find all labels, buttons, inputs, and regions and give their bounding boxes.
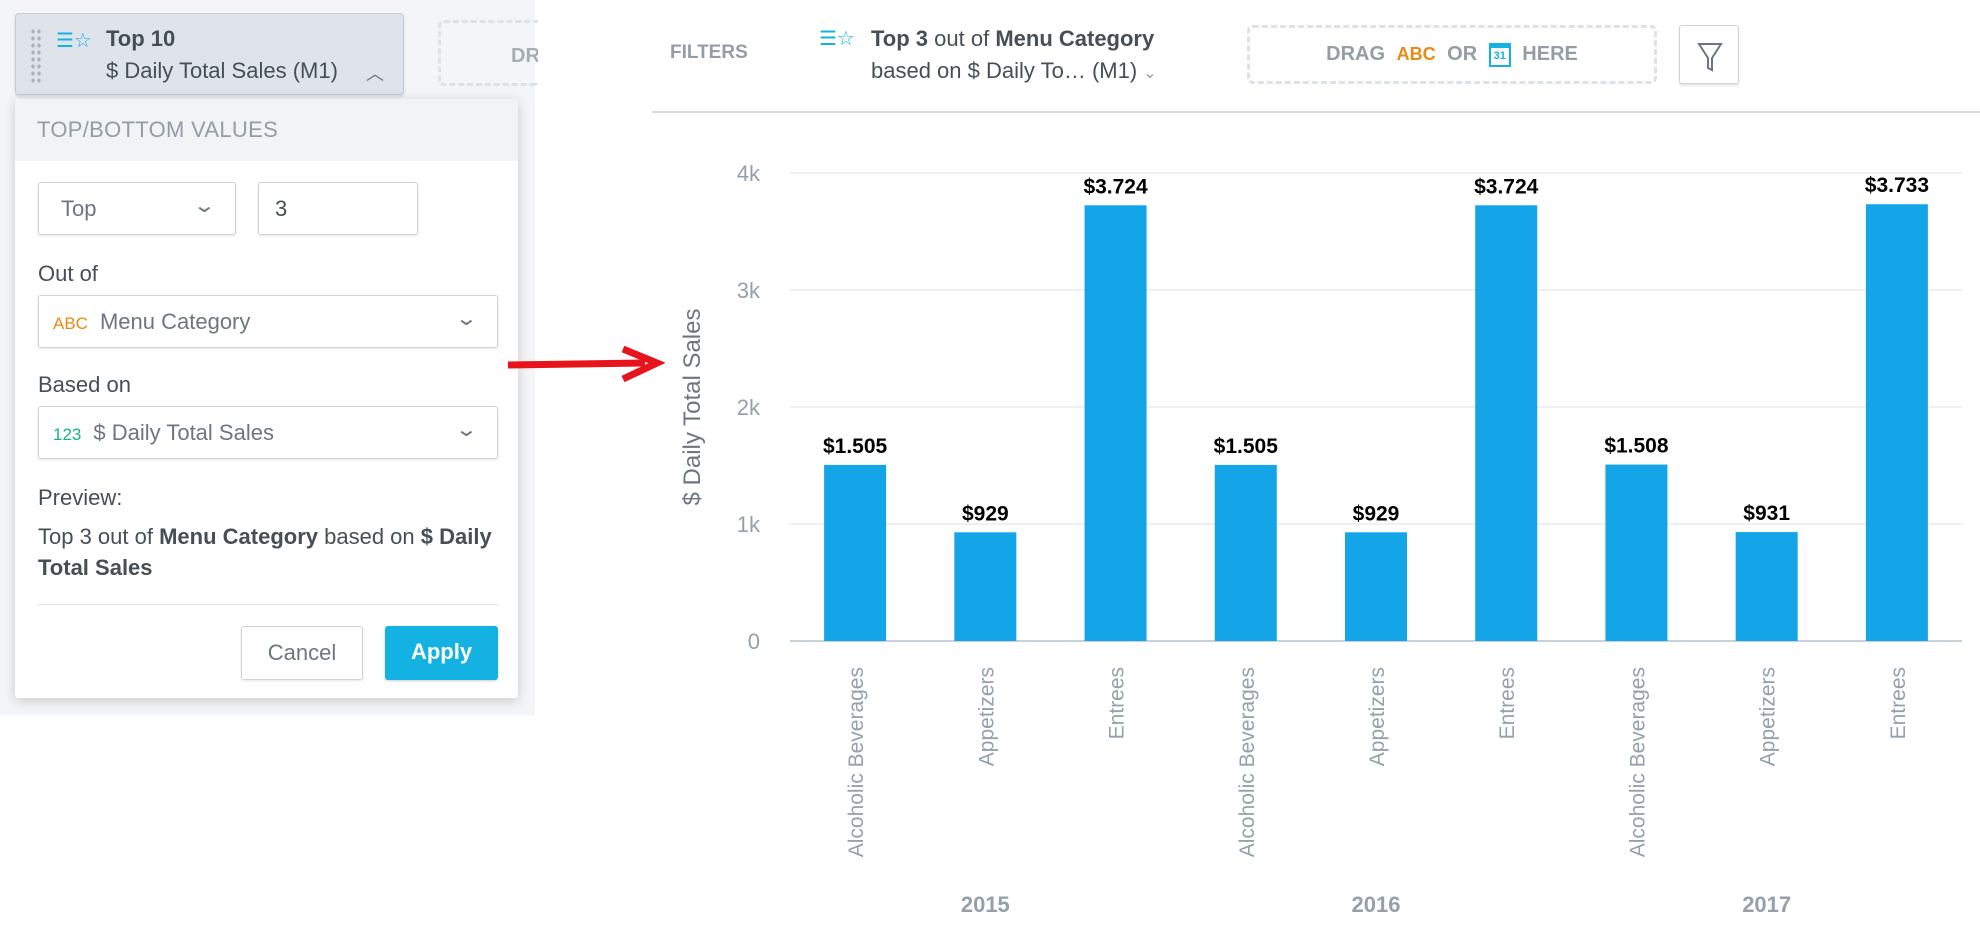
preview-part: Top 3 out of bbox=[38, 524, 160, 549]
preview-attribute: Menu Category bbox=[159, 524, 319, 549]
filter-attribute: Menu Category bbox=[995, 26, 1155, 51]
x-group-label: 2015 bbox=[961, 892, 1010, 917]
filter-config-button[interactable] bbox=[1679, 25, 1739, 84]
chip-subtitle: $ Daily Total Sales (M1) bbox=[106, 58, 338, 83]
chevron-down-icon: ⌄ bbox=[1143, 65, 1157, 82]
filter-chip-title[interactable]: Top 3 out of Menu Category bbox=[871, 26, 1154, 52]
bar-value-label: $1.505 bbox=[1214, 435, 1279, 458]
funnel-icon bbox=[1697, 43, 1723, 72]
bar bbox=[954, 532, 1017, 641]
bar-value-label: $3.724 bbox=[1083, 175, 1148, 198]
x-category-label: Entrees bbox=[1496, 667, 1519, 739]
bar bbox=[1345, 532, 1407, 641]
preview-metric: $ Daily Total Sales bbox=[38, 524, 492, 580]
x-category-label: Entrees bbox=[1106, 667, 1129, 739]
drop-text: DRAG bbox=[1326, 43, 1386, 65]
based-on-value: $ Daily Total Sales bbox=[93, 420, 274, 445]
chevron-up-icon: ︿ bbox=[366, 64, 384, 84]
bar bbox=[1605, 464, 1668, 641]
attribute-abc-icon: ABC bbox=[1396, 44, 1436, 64]
panel-header: TOP/BOTTOM VALUES bbox=[15, 99, 518, 161]
calendar-icon: 31 bbox=[1488, 42, 1511, 67]
filter-bar-divider bbox=[652, 111, 1980, 113]
preview-label: Preview: bbox=[38, 485, 123, 510]
chevron-down-icon: ⌄ bbox=[454, 308, 479, 330]
bar bbox=[1475, 205, 1538, 642]
x-category-label: Appetizers bbox=[975, 667, 998, 766]
x-category-label: Appetizers bbox=[1757, 667, 1780, 766]
x-group-label: 2017 bbox=[1742, 892, 1791, 917]
x-group-label: 2016 bbox=[1352, 892, 1401, 917]
bar bbox=[824, 464, 887, 641]
x-category-label: Alcoholic Beverages bbox=[845, 667, 868, 857]
x-category-label: Appetizers bbox=[1366, 667, 1389, 766]
divider bbox=[38, 604, 498, 605]
y-axis-title: $ Daily Total Sales bbox=[679, 309, 706, 506]
filters-label: FILTERS bbox=[670, 42, 748, 63]
bar-value-label: $3.733 bbox=[1865, 174, 1929, 197]
count-value: 3 bbox=[275, 196, 288, 221]
apply-button[interactable]: Apply bbox=[385, 626, 498, 680]
drop-text: OR bbox=[1447, 43, 1478, 65]
bar bbox=[1084, 205, 1147, 642]
x-category-label: Alcoholic Beverages bbox=[1626, 667, 1649, 857]
direction-select[interactable]: Top ⌄ bbox=[38, 182, 236, 235]
ranking-filter-icon: ☰☆ bbox=[56, 30, 92, 52]
drag-handle-icon[interactable] bbox=[30, 28, 42, 84]
bar bbox=[1735, 532, 1798, 641]
preview-text: Top 3 out of Menu Category based on $ Da… bbox=[38, 521, 493, 583]
attribute-abc-icon: ABC bbox=[53, 314, 88, 333]
y-tick-label: 1k bbox=[737, 512, 761, 537]
y-tick-label: 4k bbox=[737, 161, 761, 186]
filter-chip-subtitle[interactable]: based on $ Daily To… (M1) ⌄ bbox=[871, 58, 1157, 84]
bar bbox=[1865, 204, 1928, 641]
bar-value-label: $3.724 bbox=[1474, 175, 1539, 198]
x-category-label: Alcoholic Beverages bbox=[1236, 667, 1259, 857]
bar-value-label: $1.505 bbox=[823, 435, 888, 458]
direction-value: Top bbox=[61, 196, 97, 221]
chevron-down-icon: ⌄ bbox=[192, 195, 217, 217]
metric-123-icon: 123 bbox=[53, 425, 82, 444]
chip-title: Top 10 bbox=[106, 26, 176, 51]
bar-value-label: $929 bbox=[962, 502, 1009, 525]
x-category-label: Entrees bbox=[1887, 667, 1910, 739]
top-filter-chip[interactable]: ☰☆ Top 10 $ Daily Total Sales (M1) ︿ bbox=[15, 13, 404, 95]
top-bottom-dropdown: TOP/BOTTOM VALUES Top ⌄ 3 Out of ABC Menu… bbox=[15, 99, 518, 698]
bar bbox=[1214, 464, 1277, 641]
count-input[interactable]: 3 bbox=[258, 182, 418, 235]
filter-subtitle: based on $ Daily To… (M1) bbox=[871, 58, 1138, 83]
ranking-filter-icon: ☰☆ bbox=[819, 28, 855, 50]
based-on-select[interactable]: 123 $ Daily Total Sales ⌄ bbox=[38, 406, 498, 459]
out-of-label: Out of bbox=[38, 261, 98, 286]
red-arrow-icon bbox=[507, 345, 665, 383]
bar-value-label: $929 bbox=[1353, 502, 1400, 525]
out-of-select[interactable]: ABC Menu Category ⌄ bbox=[38, 295, 498, 348]
filter-text: out of bbox=[928, 26, 996, 51]
cancel-button[interactable]: Cancel bbox=[241, 626, 363, 680]
y-tick-label: 0 bbox=[748, 629, 760, 654]
filter-drop-zone[interactable]: DRAG ABC OR 31 HERE bbox=[1247, 25, 1657, 84]
y-tick-label: 3k bbox=[737, 278, 761, 303]
filter-top: Top 3 bbox=[871, 26, 929, 51]
y-tick-label: 2k bbox=[737, 395, 761, 420]
drop-zone-partial[interactable]: DR bbox=[438, 20, 538, 86]
out-of-value: Menu Category bbox=[99, 309, 251, 334]
bar-value-label: $931 bbox=[1743, 502, 1790, 525]
chevron-down-icon: ⌄ bbox=[454, 419, 479, 441]
bar-value-label: $1.508 bbox=[1604, 435, 1669, 458]
preview-part: based on bbox=[318, 524, 421, 549]
based-on-label: Based on bbox=[38, 372, 131, 397]
drop-text: HERE bbox=[1522, 43, 1578, 65]
